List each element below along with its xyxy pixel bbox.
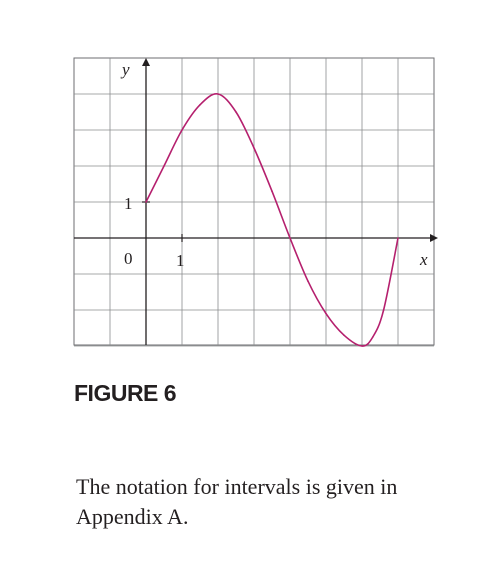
curve-point [397,237,399,239]
figure-caption: FIGURE 6 [74,380,177,406]
x-axis-arrow [430,234,438,242]
curve-point [372,336,374,338]
grid-lines [74,58,434,347]
curve-point [361,345,363,347]
y-axis-label: y [120,60,130,79]
origin-tick-label: 0 [124,249,133,268]
curve-point [307,280,309,283]
x-tick-label-1: 1 [176,251,185,270]
curve-point [325,312,327,315]
curve-point [343,334,345,337]
y-tick-label-1: 1 [124,194,133,213]
body-paragraph: The notation for intervals is given in A… [76,474,398,529]
axis-labels: y x 0 1 1 [120,60,428,270]
curve-point [235,111,237,113]
curve-layer [145,93,399,347]
x-axis-label: x [419,250,428,269]
function-curve-0 [145,93,399,347]
curve-point [199,104,201,106]
curve-point [217,93,219,95]
curve-point [382,309,385,311]
y-axis-arrow [142,58,150,66]
curve-point [253,147,255,149]
curve-point [163,165,165,167]
curve-point [289,237,291,239]
curve-point [145,201,147,203]
curve-point [181,129,183,131]
function-graph: y x 0 1 1 [73,57,438,347]
curve-point [271,190,273,192]
